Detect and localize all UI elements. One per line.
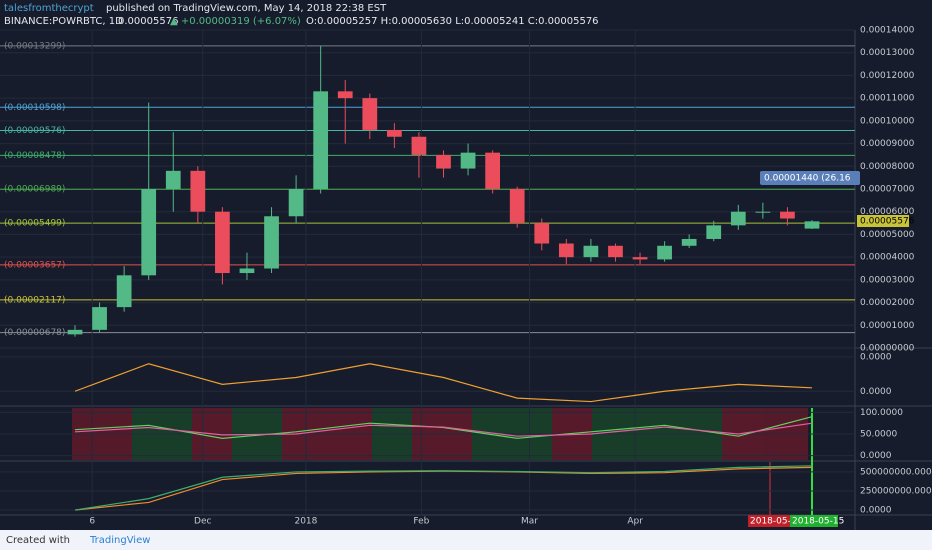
fib-label: (0.00005499) <box>4 219 65 229</box>
y-tick-label: 0.00001000 <box>860 321 915 331</box>
candle-body <box>411 136 427 155</box>
price-tag <box>857 215 909 227</box>
y-tick-label: 0.00006000 <box>860 207 915 217</box>
candle-body <box>165 170 181 189</box>
y-tick-label: 0.00008000 <box>860 162 915 172</box>
y-tick-label: 0.0000 <box>860 387 892 397</box>
candle-body <box>534 223 550 244</box>
x-tick-label: 6 <box>89 517 95 527</box>
candle-body <box>804 221 820 229</box>
candle-body <box>141 189 157 276</box>
y-tick-label: 0.00007000 <box>860 185 915 195</box>
y-tick-label: 0.00011000 <box>860 94 915 104</box>
measure-text: 0.00001440 (26.16 <box>764 174 851 184</box>
author[interactable]: talesfromthecrypt <box>4 3 94 14</box>
candle-body <box>288 189 304 217</box>
y-tick-label: 100.0000 <box>860 408 903 418</box>
date-tag <box>748 515 792 527</box>
x-tick-label: Apr <box>627 517 643 527</box>
candle-body <box>215 211 230 274</box>
change: ▲ +0.00000319 (+6.07%) <box>170 16 301 27</box>
candle-body <box>485 152 501 189</box>
y-tick-label: 0.00002000 <box>860 298 915 308</box>
ohlc: O:0.00005257 H:0.00005630 L:0.00005241 C… <box>306 16 599 27</box>
y-tick-label: 0.00000000 <box>860 344 915 354</box>
candle-body <box>337 91 353 99</box>
candle-body <box>558 243 574 258</box>
x-tick-label: Mar <box>521 517 538 527</box>
y-tick-label: 250000000.0000 <box>860 486 932 496</box>
y-tick-label: 0.00012000 <box>860 71 915 81</box>
fib-label: (0.00006989) <box>4 185 65 195</box>
y-tick-label: 0.00004000 <box>860 253 915 263</box>
y-tick-label: 50.0000 <box>860 430 897 440</box>
candle-body <box>706 225 722 239</box>
fib-label: (0.00002117) <box>4 295 65 305</box>
y-tick-label: 0.0000 <box>860 451 892 461</box>
candle-body <box>730 211 746 226</box>
candle-body <box>583 245 599 258</box>
candle-body <box>755 211 771 213</box>
indicator-line <box>74 363 813 403</box>
footer <box>0 530 932 550</box>
candle-body <box>460 152 476 169</box>
candle-body <box>92 307 107 330</box>
price-tag-text: 0.00005576 <box>860 217 915 227</box>
candle-body <box>362 98 378 130</box>
fib-label: (0.00013299) <box>4 41 65 51</box>
candle-body <box>386 129 402 137</box>
fib-label: (0.00008478) <box>4 151 65 161</box>
candle-body <box>632 257 648 260</box>
indicator-line <box>74 465 813 511</box>
y-tick-label: 0.00013000 <box>860 48 915 58</box>
fib-label: (0.00009576) <box>4 126 65 136</box>
date-tag-text: 2018-05-0 <box>750 517 797 527</box>
y-tick-label: 0.0000 <box>860 352 892 362</box>
footer-text: Created with <box>6 535 70 546</box>
candle-body <box>780 211 795 219</box>
date-tag-text: 2018-05-15 <box>792 517 844 527</box>
candle-body <box>116 275 132 308</box>
symbol: BINANCE:POWRBTC, 1D <box>4 16 123 27</box>
x-tick-label: Feb <box>413 517 429 527</box>
footer-brand[interactable]: TradingView <box>89 535 150 546</box>
last-price: 0.00005576 <box>118 16 178 27</box>
candle-body <box>509 189 525 224</box>
candle-body <box>190 170 206 212</box>
x-tick-label: Dec <box>194 517 211 527</box>
y-tick-label: 0.00003000 <box>860 275 915 285</box>
measure-tag <box>760 171 860 185</box>
candle-body <box>67 329 83 335</box>
candle-body <box>608 245 623 258</box>
y-tick-label: 0.00009000 <box>860 139 915 149</box>
fib-label: (0.00003657) <box>4 260 65 270</box>
candle-body <box>681 238 697 246</box>
y-tick-label: 0.00014000 <box>860 26 915 36</box>
candle-body <box>657 245 672 260</box>
y-tick-label: 0.00005000 <box>860 230 915 240</box>
candle-body <box>313 91 329 189</box>
fib-label: (0.00000678) <box>4 328 65 338</box>
candle-body <box>436 154 451 169</box>
fib-label: (0.00010598) <box>4 103 65 113</box>
candle-body <box>239 268 255 274</box>
candle-body <box>264 216 279 269</box>
y-tick-label: 500000000.0000 <box>860 467 932 477</box>
published: published on TradingView.com, May 14, 20… <box>106 3 387 14</box>
date-tag <box>790 515 838 527</box>
y-tick-label: 0.0000 <box>860 506 892 516</box>
x-tick-label: 2018 <box>294 517 317 527</box>
indicator-line <box>74 422 813 437</box>
y-tick-label: 0.00010000 <box>860 116 915 126</box>
